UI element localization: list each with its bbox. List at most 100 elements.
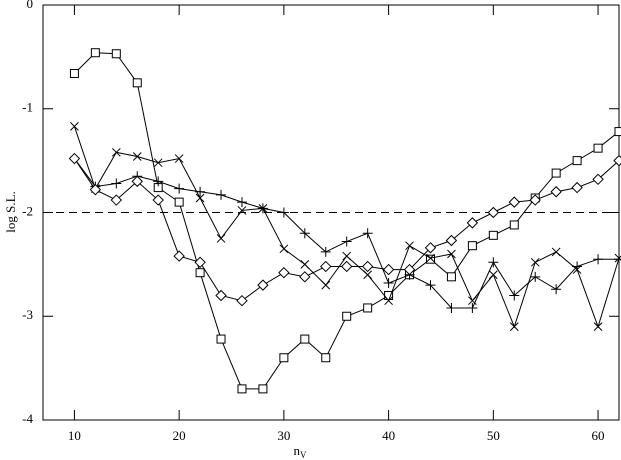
marker <box>425 254 435 264</box>
series-line <box>74 52 620 390</box>
data-point <box>236 197 247 208</box>
marker <box>509 322 519 331</box>
marker <box>614 254 621 265</box>
marker <box>509 220 519 230</box>
data-point <box>468 296 477 306</box>
marker <box>320 246 331 257</box>
data-point <box>384 296 393 306</box>
data-point <box>236 294 248 307</box>
marker <box>468 296 477 306</box>
data-point <box>403 263 416 276</box>
data-point <box>320 260 332 273</box>
marker <box>363 303 373 313</box>
data-point <box>614 127 621 137</box>
data-point <box>320 246 331 257</box>
data-point <box>426 253 435 263</box>
x-tick-label: 60 <box>592 428 605 443</box>
marker <box>572 156 582 166</box>
marker <box>487 206 500 219</box>
marker <box>550 186 562 198</box>
series-line <box>74 158 620 302</box>
x-tick-label: 40 <box>382 428 395 443</box>
data-point <box>69 68 79 78</box>
marker <box>299 271 311 283</box>
marker <box>68 152 81 165</box>
data-point <box>614 254 621 265</box>
data-point <box>89 183 102 196</box>
data-point <box>152 194 164 206</box>
data-point <box>321 280 331 290</box>
data-point <box>361 260 374 273</box>
marker <box>194 256 206 269</box>
marker <box>279 353 289 363</box>
marker <box>466 217 479 229</box>
data-point <box>279 244 289 254</box>
data-point <box>153 176 164 187</box>
marker <box>551 247 561 257</box>
data-point <box>110 194 123 206</box>
marker <box>488 230 498 240</box>
data-point <box>153 158 163 168</box>
marker <box>237 384 247 394</box>
marker <box>530 257 540 267</box>
data-point <box>593 254 604 265</box>
y-tick-label: -1 <box>22 100 33 115</box>
marker <box>509 290 520 301</box>
marker <box>195 186 206 197</box>
marker <box>384 296 393 306</box>
marker <box>446 272 456 282</box>
data-point <box>278 207 289 218</box>
marker <box>341 236 352 247</box>
data-point <box>237 384 247 394</box>
data-point <box>571 181 583 194</box>
y-tick-label: 0 <box>27 0 34 11</box>
marker <box>195 268 205 278</box>
marker <box>278 207 289 218</box>
marker <box>70 122 79 131</box>
marker <box>89 183 102 196</box>
marker <box>131 175 143 188</box>
marker <box>572 261 583 272</box>
data-point <box>509 290 520 301</box>
marker <box>467 241 477 251</box>
marker <box>236 294 248 307</box>
data-point <box>278 266 290 279</box>
data-point <box>174 183 185 194</box>
data-point <box>195 193 205 203</box>
data-point <box>508 196 520 208</box>
data-point <box>425 280 436 291</box>
data-point <box>551 247 561 257</box>
marker <box>593 322 603 331</box>
marker <box>403 263 416 276</box>
data-point <box>70 122 79 131</box>
data-point <box>592 173 604 186</box>
marker <box>613 154 621 167</box>
data-point <box>509 220 519 230</box>
data-point <box>111 49 121 59</box>
marker <box>153 158 163 168</box>
data-point <box>445 234 458 247</box>
data-point <box>216 189 227 200</box>
marker <box>321 280 331 290</box>
data-point <box>551 168 561 178</box>
data-point <box>424 242 437 254</box>
marker <box>111 178 122 189</box>
data-point <box>174 154 184 163</box>
marker <box>278 266 290 279</box>
marker <box>132 78 142 88</box>
marker <box>258 384 268 394</box>
data-point <box>425 254 435 264</box>
marker <box>426 253 435 263</box>
marker <box>424 242 437 254</box>
data-point <box>593 322 603 331</box>
marker <box>341 260 353 273</box>
data-point <box>530 257 540 267</box>
data-point <box>447 249 456 259</box>
marker <box>382 263 395 276</box>
marker <box>300 334 310 344</box>
data-point <box>341 236 352 247</box>
y-axis-label: log S.L. <box>3 191 18 233</box>
data-point <box>194 256 206 269</box>
data-point <box>383 278 394 289</box>
data-point <box>321 353 331 363</box>
